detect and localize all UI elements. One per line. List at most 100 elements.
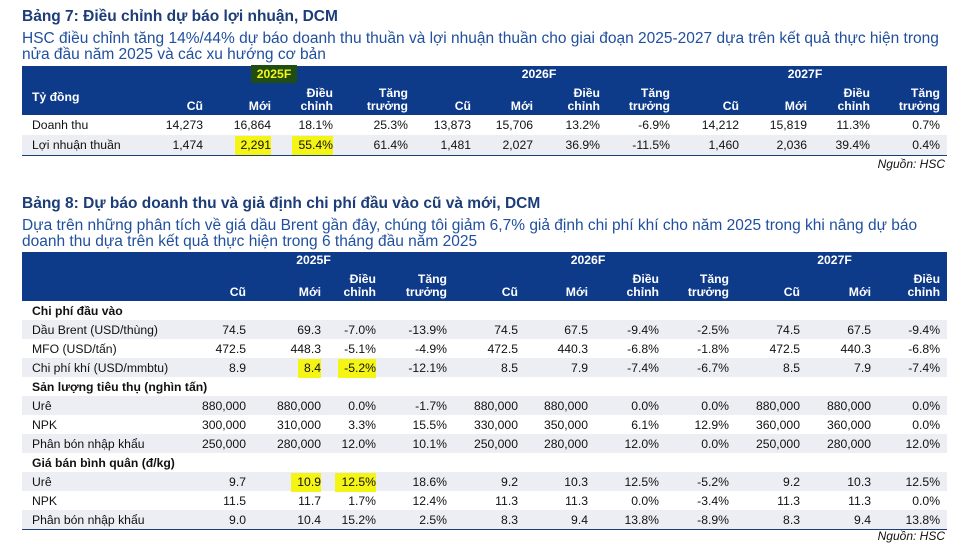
- cell-value: 12.5%: [905, 474, 941, 489]
- cell-value: 18.1%: [298, 118, 333, 132]
- column-header-label: Cũ: [783, 285, 800, 299]
- column-header-label: Mới: [784, 99, 807, 113]
- table-cell: 55.4%: [271, 135, 333, 156]
- table-cell: -6.8%: [871, 339, 947, 358]
- cell-value: 440.3: [840, 341, 872, 356]
- cell-value: 0.0%: [912, 417, 941, 432]
- table-cell: 472.5: [180, 339, 247, 358]
- cell-value: 2,027: [502, 138, 534, 152]
- cell-value: 11.5: [223, 493, 246, 508]
- table8-subtitle: Dựa trên những phân tích về giá dầu Bren…: [22, 217, 918, 250]
- cell-value: 0.0%: [631, 493, 659, 508]
- table-cell: -7.0%: [321, 320, 376, 339]
- table-cell: 10.1%: [376, 434, 447, 453]
- cell-value: 280,000: [276, 436, 321, 451]
- cell-value: -9.4%: [627, 322, 659, 337]
- cell-value: 10.3: [847, 474, 871, 489]
- table-cell: 74.5: [729, 320, 800, 339]
- cell-value: -2.5%: [697, 322, 729, 337]
- table-cell: 13.8%: [871, 510, 948, 530]
- table-cell: 11.3: [447, 491, 518, 510]
- cell-value: 1,460: [708, 138, 740, 152]
- cell-value: 880,000: [543, 398, 588, 413]
- table-cell: 74.5: [180, 320, 246, 339]
- table-cell: 8.3: [729, 510, 800, 530]
- table-cell: 250,000: [729, 434, 800, 453]
- cell-value: 8.5: [783, 360, 800, 375]
- table-cell: 350,000: [518, 415, 588, 434]
- column-header-label: Điều chỉnh: [567, 86, 601, 113]
- cell-value: 12.5%: [335, 472, 376, 492]
- table-cell: 13,873: [408, 115, 471, 135]
- table-cell: 250,000: [447, 434, 518, 453]
- section-heading: Chi phí đầu vào: [32, 303, 123, 318]
- column-header-label: Mới: [298, 285, 321, 299]
- cell-value: 9.2: [783, 474, 800, 489]
- table-cell: 2,027: [471, 135, 533, 156]
- cell-value: 0.0%: [348, 398, 376, 413]
- cell-value: 39.4%: [835, 138, 870, 152]
- cell-value: 9.0: [229, 512, 246, 527]
- table-cell: -7.4%: [588, 358, 659, 377]
- table7-profit-forecast: Tỷ đồng 2025F 2026F 2027F Cũ Mới Điều chỉnh Tăn…: [22, 65, 947, 156]
- year-header-row: Tỷ đồng 2025F 2026F 2027F: [22, 65, 947, 115]
- cell-value: 9.2: [501, 474, 518, 489]
- cell-value: -3.4%: [697, 493, 729, 508]
- column-header: Tăng trưởng: [600, 83, 670, 115]
- table-cell: 280,000: [246, 434, 321, 453]
- table-cell: -5.2%: [659, 472, 729, 491]
- table-cell: -9.4%: [588, 320, 659, 339]
- table-cell: 3.3%: [321, 415, 376, 434]
- column-header: Mới: [471, 83, 533, 115]
- year-label: 2026F: [521, 67, 557, 81]
- cell-value: -9.4%: [908, 322, 941, 337]
- year-group-2026f: 2026F: [408, 66, 670, 83]
- cell-value: -6.9%: [638, 118, 670, 132]
- cell-value: 12.0%: [341, 436, 376, 451]
- table-cell: -5.2%: [321, 358, 376, 378]
- table-cell: 880,000: [518, 396, 588, 415]
- table-cell: 0.0%: [659, 396, 729, 415]
- column-header: Tăng trưởng: [659, 269, 729, 301]
- table-cell: 15.2%: [321, 510, 376, 530]
- table-cell: 0.0%: [588, 396, 659, 415]
- cell-value: 14,273: [165, 118, 203, 132]
- cell-value: 11.3: [848, 493, 871, 508]
- table-cell: 0.0%: [871, 396, 948, 415]
- column-header: Điều chỉnh: [533, 83, 600, 115]
- cell-value: 7.9: [571, 360, 588, 375]
- cell-value: 25.3%: [373, 118, 408, 132]
- table-cell: -3.4%: [659, 491, 729, 510]
- table-cell: -8.9%: [659, 510, 729, 530]
- table-cell: 15,706: [471, 115, 533, 135]
- table-cell: 11.3: [729, 491, 800, 510]
- row-label: Phân bón nhập khẩu: [22, 510, 180, 530]
- column-header-row: Cũ Mới Điều chỉnh Tăng trưởng Cũ Mới Điều chỉn…: [22, 83, 947, 115]
- cell-value: 2,291: [234, 136, 271, 155]
- cell-value: 7.9: [854, 360, 871, 375]
- cell-value: 12.0%: [905, 436, 941, 451]
- section-header-row: Chi phí đầu vào: [22, 301, 947, 320]
- table-row: Phân bón nhập khẩu 9.0 10.4 15.2% 2.5% 8.3 9.4…: [22, 510, 948, 530]
- column-header: Điều chỉnh: [321, 269, 376, 301]
- cell-value: 15,819: [769, 118, 807, 132]
- table-cell: -4.9%: [376, 339, 447, 358]
- table-cell: 0.7%: [870, 115, 947, 135]
- table-cell: 74.5: [447, 320, 518, 339]
- table-row: Urê 880,000 880,000 0.0% -1.7% 880,000 880,000…: [22, 396, 948, 415]
- cell-value: 360,000: [826, 417, 871, 432]
- cell-value: 11.3%: [836, 118, 870, 132]
- cell-value: -8.9%: [697, 512, 729, 527]
- row-label: Chi phí khí (USD/mmbtu): [22, 358, 180, 377]
- column-header-label: Cũ: [454, 99, 471, 113]
- year-label: 2025F: [250, 65, 298, 83]
- table-cell: 12.0%: [321, 434, 376, 453]
- column-header-label: Tăng trưởng: [687, 272, 729, 299]
- cell-value: 472.5: [215, 341, 247, 356]
- row-label: NPK: [32, 417, 58, 432]
- cell-value: 1.7%: [348, 493, 376, 508]
- cell-value: 360,000: [755, 417, 800, 432]
- cell-value: 18.6%: [412, 474, 447, 489]
- year-group-2027f: 2027F: [670, 66, 947, 83]
- row-label: Dầu Brent (USD/thùng): [22, 320, 180, 339]
